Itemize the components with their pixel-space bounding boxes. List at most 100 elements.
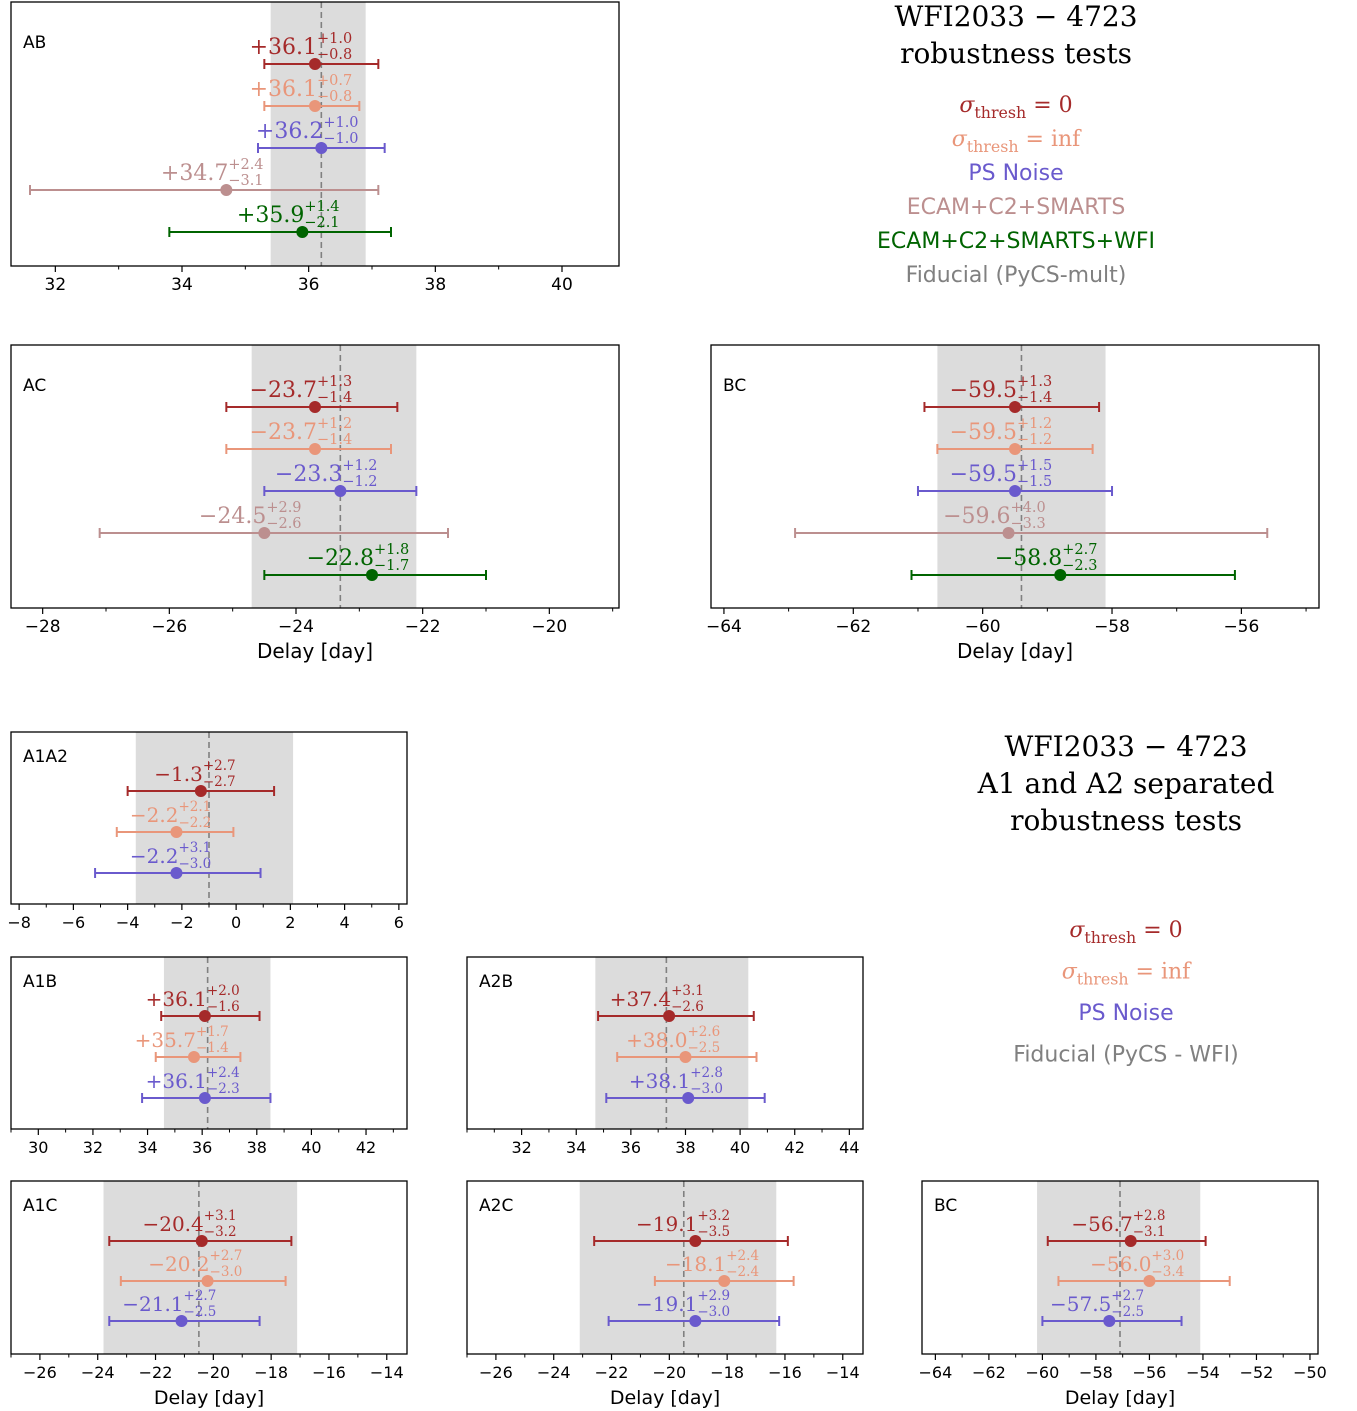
legend-entry: ECAM+C2+SMARTS bbox=[907, 195, 1126, 220]
legend-subscript: thresh bbox=[974, 103, 1026, 122]
data-point: +38.1 +2.8−3.0 bbox=[605, 1065, 766, 1104]
value-main: −23.3 bbox=[275, 462, 342, 487]
fiducial-band bbox=[1037, 1181, 1201, 1354]
data-marker bbox=[366, 569, 378, 581]
data-marker bbox=[258, 527, 271, 539]
tick-label: −2 bbox=[170, 913, 194, 932]
data-point: −59.5 +1.2−1.2 bbox=[936, 416, 1094, 455]
tick-label: 4 bbox=[340, 913, 350, 932]
value-plus: +2.4 bbox=[726, 1248, 759, 1264]
tick-label: −64 bbox=[706, 617, 742, 637]
legend-2: WFI2033 − 4723 A1 and A2 separated robustn… bbox=[977, 730, 1275, 1068]
tick-label: −26 bbox=[479, 1363, 513, 1382]
value-main: +34.7 bbox=[161, 161, 228, 186]
value-plus: +2.7 bbox=[210, 1248, 243, 1264]
value-plus: +1.3 bbox=[1017, 374, 1052, 390]
data-point: +35.9 +1.4−2.1 bbox=[168, 199, 392, 238]
value-minus: −2.6 bbox=[671, 999, 704, 1015]
value-minus: −1.4 bbox=[317, 390, 352, 406]
value-main: −19.1 bbox=[636, 1212, 697, 1236]
tick-label: −22 bbox=[139, 1363, 173, 1382]
data-marker bbox=[195, 1235, 208, 1247]
value-main: −2.2 bbox=[130, 844, 179, 868]
value-minus: −1.0 bbox=[323, 131, 358, 147]
panel-label: A1C bbox=[23, 1196, 57, 1216]
tick-label: −20 bbox=[531, 617, 567, 637]
value-minus: −1.7 bbox=[374, 558, 409, 574]
value-label: −24.5 bbox=[199, 504, 266, 529]
value-minus: −3.0 bbox=[697, 1304, 730, 1320]
data-point: −59.5 +1.5−1.5 bbox=[916, 458, 1114, 497]
value-minus: −2.6 bbox=[266, 516, 301, 532]
value-label: −21.1 bbox=[122, 1292, 183, 1316]
tick-label: −18 bbox=[254, 1363, 288, 1382]
value-main: −57.5 bbox=[1050, 1292, 1111, 1316]
panel-a2b: A2B+37.4 +3.1−2.6+38.0 +2.6−2.5+38.1 +2.8−3… bbox=[466, 956, 864, 1157]
data-marker bbox=[1009, 485, 1021, 497]
data-marker bbox=[175, 1315, 188, 1327]
value-label: −58.8 bbox=[995, 546, 1062, 571]
tick-label: 34 bbox=[566, 1138, 586, 1157]
value-plus: +3.1 bbox=[204, 1208, 237, 1224]
data-marker bbox=[220, 184, 233, 196]
tick-label: 42 bbox=[785, 1138, 805, 1157]
value-label: +37.4 bbox=[610, 987, 671, 1011]
legend-title-line: A1 and A2 separated bbox=[977, 767, 1275, 800]
panel-frame bbox=[10, 1180, 408, 1355]
value-plus: +3.0 bbox=[1151, 1248, 1184, 1264]
value-main: +36.1 bbox=[250, 35, 317, 60]
panel-bc: BC −59.5 +1.3−1.4−59.5 +1.2−1.2−59.5 +1.5−1.… bbox=[706, 344, 1320, 663]
value-minus: −0.8 bbox=[317, 89, 352, 105]
tick-label: −4 bbox=[116, 913, 140, 932]
tick-label: 38 bbox=[425, 275, 447, 295]
panel-frame bbox=[10, 344, 620, 609]
data-point: +36.2 +1.0−1.0 bbox=[256, 115, 386, 154]
data-marker bbox=[1009, 401, 1021, 413]
panel-frame bbox=[10, 956, 408, 1130]
panel-label: A1B bbox=[23, 972, 57, 992]
tick-label: 34 bbox=[137, 1138, 157, 1157]
tick-label: 42 bbox=[356, 1138, 376, 1157]
tick-label: −26 bbox=[23, 1363, 57, 1382]
tick-label: 32 bbox=[45, 275, 67, 295]
value-label: −18.1 bbox=[665, 1252, 726, 1276]
value-plus: +1.2 bbox=[342, 458, 377, 474]
tick-label: −22 bbox=[595, 1363, 629, 1382]
data-point: −59.6 +4.0−3.3 bbox=[794, 500, 1269, 539]
panel-a1b: A1B+36.1 +2.0−1.6+35.7 +1.7−1.4+36.1 +2.4−2… bbox=[10, 956, 408, 1157]
data-marker bbox=[309, 58, 321, 70]
data-marker bbox=[1009, 443, 1021, 455]
tick-label: −20 bbox=[196, 1363, 230, 1382]
value-minus: −1.2 bbox=[1017, 432, 1052, 448]
legend-entry: σthresh = inf bbox=[952, 127, 1082, 156]
value-main: −20.4 bbox=[142, 1212, 203, 1236]
panel-frame bbox=[466, 1180, 864, 1355]
value-plus: +1.5 bbox=[1017, 458, 1052, 474]
value-label: +34.7 bbox=[161, 161, 228, 186]
data-marker bbox=[1124, 1235, 1137, 1247]
value-label: −59.6 bbox=[943, 504, 1010, 529]
value-label: +35.7 bbox=[135, 1028, 196, 1052]
value-minus: −0.8 bbox=[317, 47, 352, 63]
value-main: −1.3 bbox=[154, 762, 203, 786]
value-minus: −1.4 bbox=[317, 432, 352, 448]
value-main: +38.1 bbox=[629, 1069, 690, 1093]
legend-symbol: σ bbox=[1069, 918, 1085, 943]
panel-label: A2C bbox=[479, 1196, 513, 1216]
tick-label: −62 bbox=[835, 617, 871, 637]
value-plus: +1.0 bbox=[317, 31, 352, 47]
legend-entry: σthresh = 0 bbox=[959, 93, 1072, 122]
value-plus: +2.7 bbox=[203, 758, 236, 774]
legend-subscript: thresh bbox=[1084, 928, 1136, 947]
tick-label: 40 bbox=[730, 1138, 750, 1157]
value-label: +38.0 bbox=[626, 1028, 687, 1052]
value-minus: −1.2 bbox=[342, 474, 377, 490]
panel-a2c: A2C−19.1 +3.2−3.5−18.1 +2.4−2.4−19.1 +2.9−3… bbox=[466, 1180, 864, 1409]
panel-frame bbox=[710, 344, 1320, 609]
value-main: −59.5 bbox=[950, 420, 1017, 445]
value-main: −23.7 bbox=[250, 420, 317, 445]
tick-label: −62 bbox=[972, 1363, 1006, 1382]
data-marker bbox=[198, 1010, 211, 1022]
panel-label: AB bbox=[23, 33, 46, 53]
